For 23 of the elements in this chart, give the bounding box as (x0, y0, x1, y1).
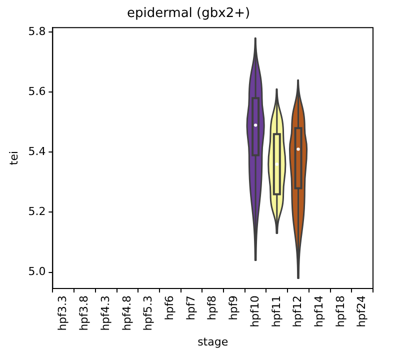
x-tick-label: hpf6 (163, 295, 176, 320)
y-tick-label: 5.6 (28, 85, 46, 98)
x-tick-label: hpf14 (312, 295, 326, 328)
x-tick-label: hpf12 (291, 295, 304, 328)
y-tick-label: 5.4 (28, 145, 46, 158)
y-tick-label: 5.8 (28, 24, 46, 38)
x-tick-label: hpf5.3 (142, 295, 155, 331)
y-axis-title: tei (7, 150, 20, 166)
x-tick-label: hpf10 (248, 295, 262, 328)
x-axis-title: stage (198, 335, 228, 348)
x-tick-label: hpf11 (270, 295, 283, 328)
x-tick-label: hpf8 (206, 295, 219, 320)
x-tick-label: hpf24 (355, 295, 368, 328)
x-tick-label: hpf9 (227, 295, 240, 320)
x-tick-label: hpf4.8 (120, 295, 134, 331)
x-tick-label: hpf7 (184, 295, 198, 320)
chart-title: epidermal (gbx2+) (126, 6, 250, 22)
x-tick-label: hpf3.8 (78, 295, 91, 331)
x-tick-label: hpf3.3 (56, 295, 70, 331)
x-tick-label: hpf4.3 (98, 295, 112, 331)
y-tick-label: 5.2 (28, 205, 46, 218)
y-tick-label: 5.0 (28, 265, 46, 278)
x-tick-label: hpf18 (334, 295, 347, 328)
